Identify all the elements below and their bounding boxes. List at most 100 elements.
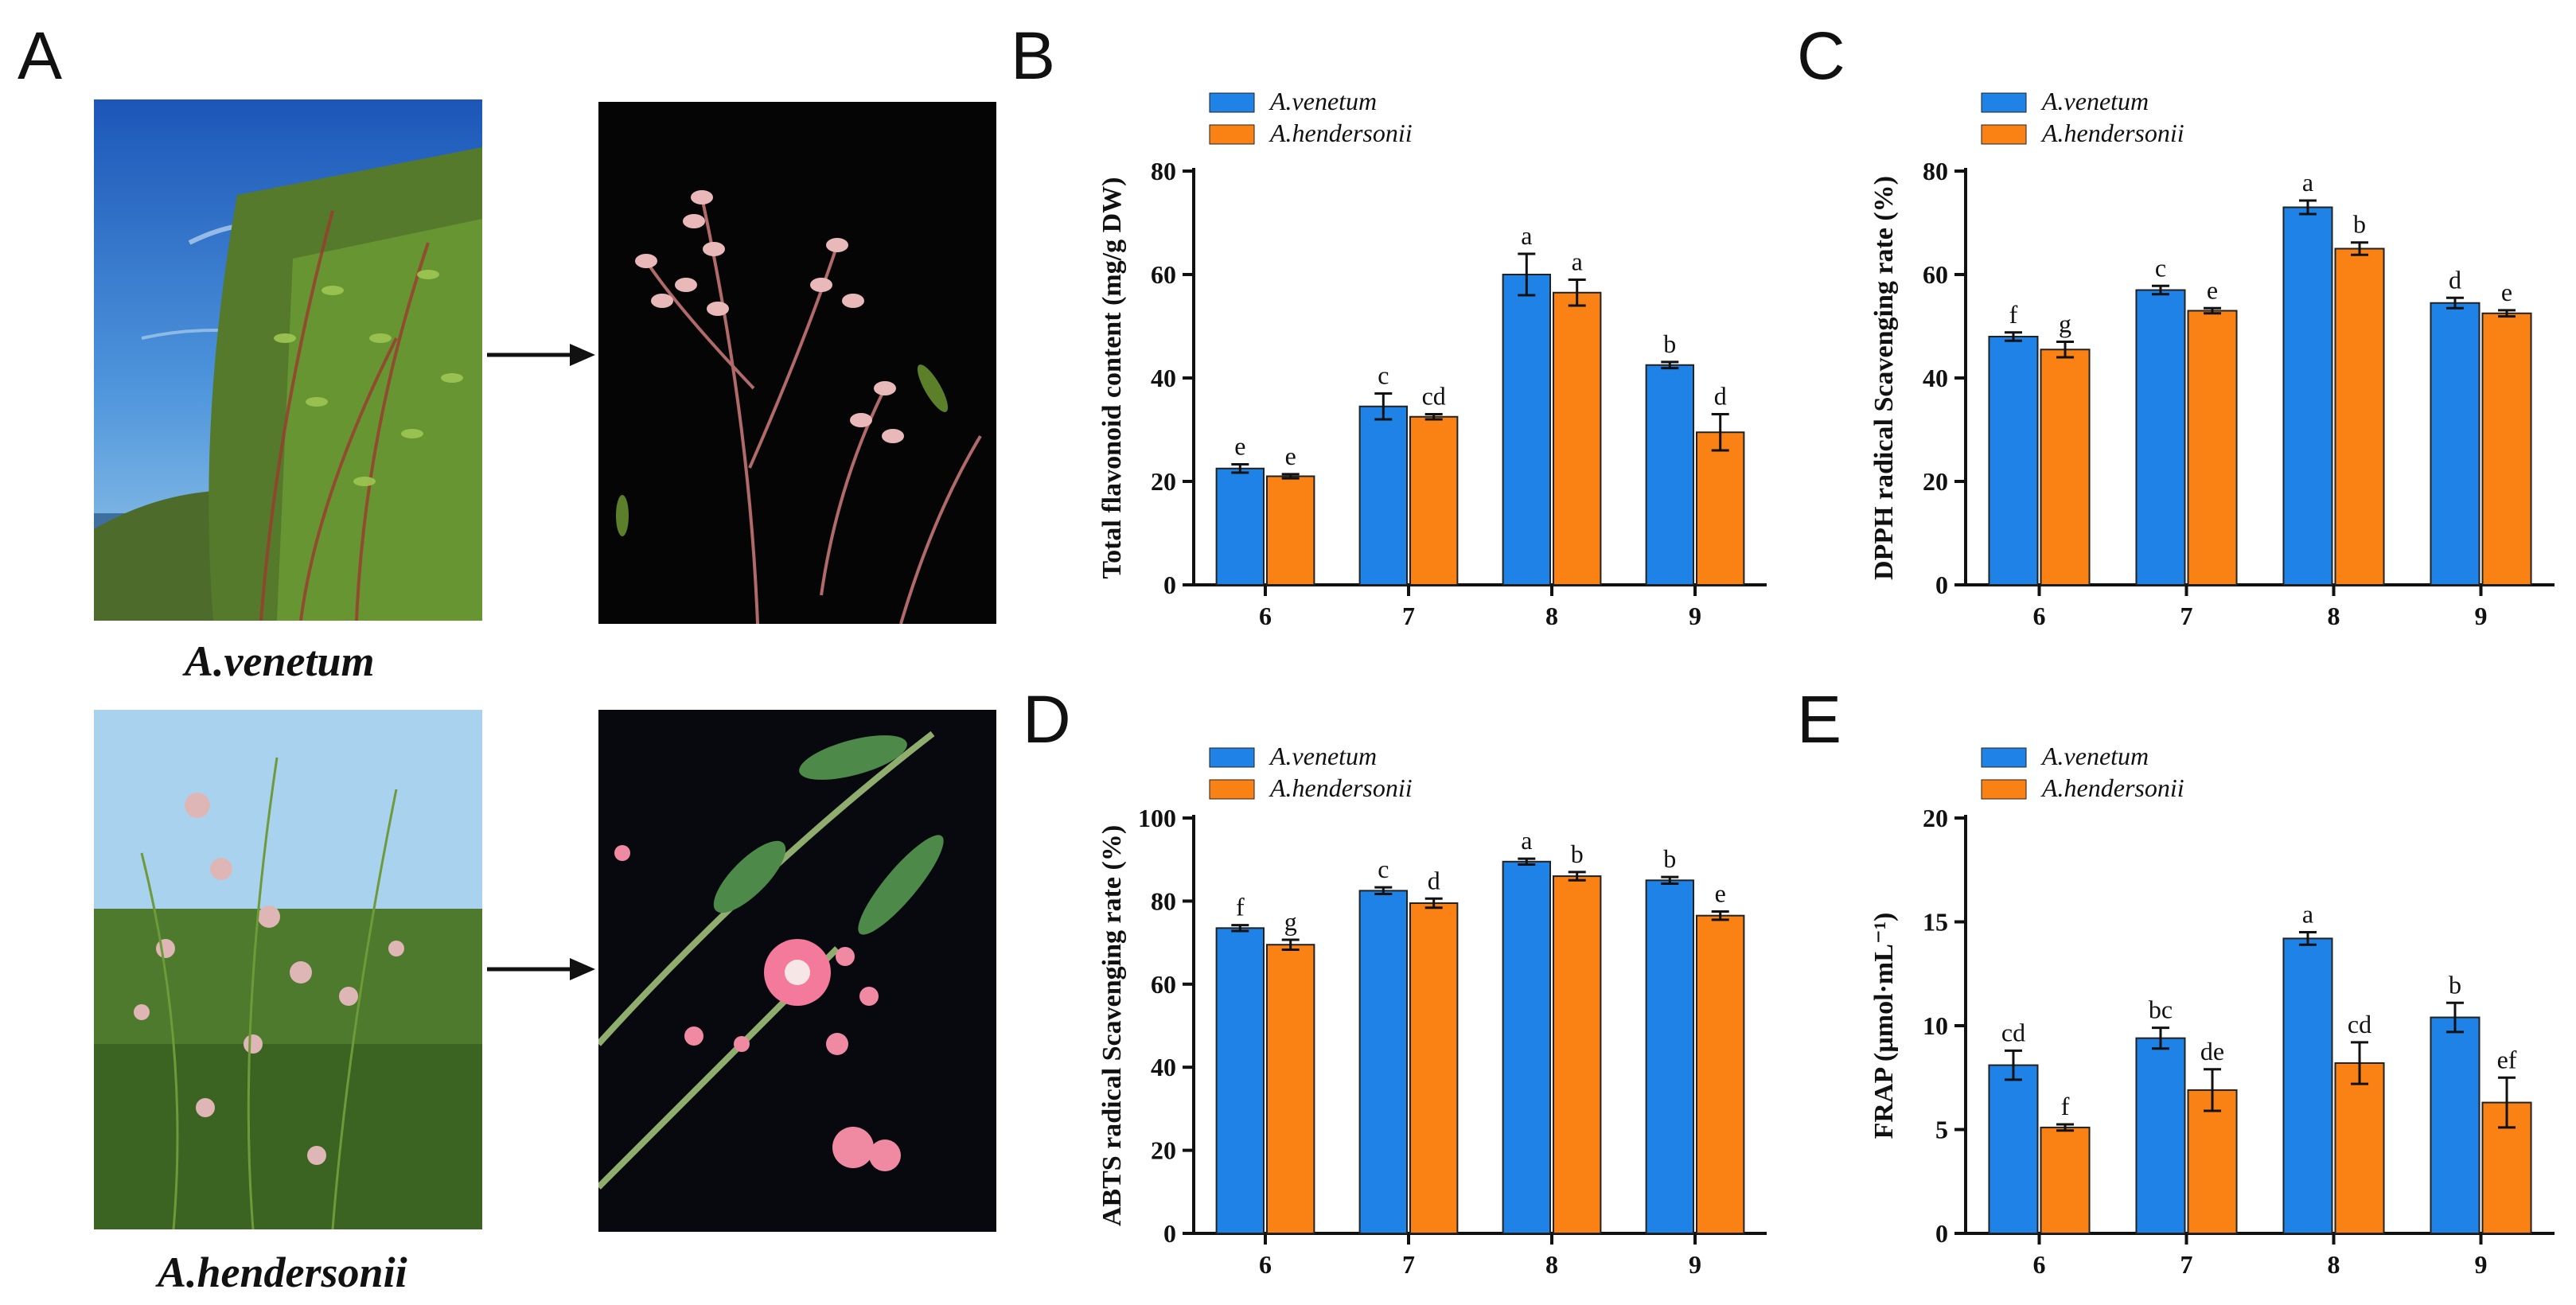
- x-tick-label: 6: [2033, 602, 2046, 630]
- y-tick-label: 20: [1151, 1136, 1176, 1165]
- significance-label: ef: [2497, 1045, 2517, 1073]
- bar: [2430, 302, 2481, 586]
- x-tick-label: 7: [1402, 602, 1415, 630]
- chart-total-flavonoid: A.venetum A.hendersonii 0 20 40 60 80 Total fla…: [1097, 87, 1767, 630]
- significance-label: c: [2155, 253, 2166, 282]
- significance-label: cd: [1422, 382, 1446, 411]
- legend-swatch: [1981, 124, 2027, 145]
- bar: [1358, 890, 1409, 1234]
- significance-label: e: [2501, 278, 2512, 306]
- x-tick-label: 9: [1689, 1250, 1701, 1279]
- y-tick-label: 60: [1923, 260, 1948, 289]
- significance-label: e: [1715, 878, 1726, 907]
- significance-label: bc: [2149, 995, 2173, 1024]
- bar: [1502, 274, 1551, 586]
- y-tick-label: 0: [1935, 571, 1948, 599]
- legend-swatch: [1209, 124, 1255, 145]
- y-tick-label: 0: [1163, 1219, 1176, 1248]
- y-tick-label: 20: [1151, 467, 1176, 496]
- photo-venetum-landscape: [94, 99, 482, 621]
- legend-label: A.hendersonii: [1269, 773, 1413, 802]
- y-tick-label: 10: [1923, 1011, 1948, 1040]
- x-tick-label: 7: [2180, 602, 2193, 630]
- significance-label: g: [2059, 310, 2071, 338]
- legend-label: A.venetum: [2040, 87, 2149, 115]
- venetum-landscape-illustration: [94, 99, 482, 621]
- significance-label: de: [2200, 1037, 2224, 1065]
- bar: [1988, 336, 2039, 586]
- x-tick-label: 7: [2180, 1250, 2193, 1279]
- significance-label: b: [1663, 844, 1676, 873]
- significance-label: a: [2302, 900, 2313, 929]
- legend-swatch: [1209, 779, 1255, 800]
- bar: [1215, 467, 1265, 586]
- legend-swatch: [1981, 92, 2027, 113]
- x-tick-label: 7: [1402, 1250, 1415, 1279]
- y-axis-title: DPPH radical Scavenging rate (%): [1869, 176, 1899, 580]
- bar: [1409, 902, 1459, 1234]
- y-tick-label: 60: [1151, 260, 1176, 289]
- significance-label: cd: [2348, 1010, 2371, 1038]
- legend-label: A.hendersonii: [2040, 119, 2184, 147]
- significance-label: d: [1428, 866, 1440, 894]
- bar: [1266, 944, 1315, 1234]
- y-tick-label: 20: [1923, 467, 1948, 496]
- y-tick-label: 100: [1138, 804, 1176, 832]
- y-tick-label: 20: [1923, 804, 1948, 832]
- y-tick-label: 40: [1151, 1053, 1176, 1081]
- panel-label-b: B: [1011, 18, 1056, 93]
- panel-label-c: C: [1797, 18, 1845, 93]
- significance-label: c: [1378, 855, 1389, 883]
- significance-label: a: [1572, 247, 1583, 276]
- x-tick-label: 6: [1259, 602, 1272, 630]
- significance-label: cd: [2001, 1018, 2025, 1046]
- legend-label: A.venetum: [1269, 87, 1377, 115]
- y-tick-label: 40: [1923, 364, 1948, 392]
- y-tick-label: 0: [1163, 571, 1176, 599]
- bar: [2040, 1126, 2091, 1235]
- bar: [2334, 247, 2385, 586]
- y-tick-label: 40: [1151, 364, 1176, 392]
- panel-label-e: E: [1797, 682, 1842, 757]
- significance-label: e: [1234, 432, 1245, 461]
- y-tick-label: 0: [1935, 1219, 1948, 1248]
- y-tick-label: 80: [1923, 157, 1948, 185]
- bar: [1696, 431, 1745, 586]
- bar: [1502, 860, 1551, 1234]
- x-tick-label: 8: [1545, 602, 1558, 630]
- y-axis-title: FRAP (µmol·mL⁻¹): [1869, 913, 1899, 1139]
- significance-label: b: [1571, 839, 1584, 868]
- y-tick-label: 80: [1151, 157, 1176, 185]
- bar: [1409, 415, 1459, 586]
- bar: [2282, 206, 2333, 586]
- bar: [1988, 1064, 2039, 1234]
- significance-label: a: [2302, 168, 2313, 197]
- y-axis-title: ABTS radical Scavenging rate (%): [1097, 825, 1127, 1226]
- bar: [2282, 937, 2333, 1234]
- x-tick-label: 9: [2475, 602, 2488, 630]
- venetum-flower-illustration: [598, 102, 996, 624]
- y-tick-label: 5: [1935, 1116, 1948, 1144]
- significance-label: g: [1284, 907, 1297, 936]
- photo-venetum-flowers: [598, 102, 996, 624]
- x-tick-label: 8: [1545, 1250, 1558, 1279]
- chart-frap: A.venetum A.hendersonii 0 5 10 15 20 FRAP (µmol…: [1869, 742, 2555, 1279]
- legend-swatch: [1981, 747, 2027, 768]
- legend-swatch: [1209, 747, 1255, 768]
- chart-dpph-scavenging: A.venetum A.hendersonii 0 20 40 60 80 DPPH radi…: [1869, 87, 2555, 630]
- bar: [2187, 1089, 2238, 1234]
- bar: [1215, 927, 1265, 1235]
- x-tick-label: 9: [2475, 1250, 2488, 1279]
- y-tick-label: 80: [1151, 886, 1176, 915]
- legend-label: A.venetum: [2040, 742, 2149, 770]
- bar: [2187, 310, 2238, 586]
- bar: [1358, 405, 1409, 586]
- caption-venetum: A.venetum: [185, 637, 375, 685]
- significance-label: a: [1521, 221, 1532, 250]
- x-tick-label: 8: [2328, 1250, 2340, 1279]
- bar: [1645, 879, 1694, 1235]
- bar: [1553, 291, 1602, 586]
- significance-label: c: [1378, 361, 1389, 390]
- legend-label: A.venetum: [1269, 742, 1377, 770]
- x-tick-label: 8: [2328, 602, 2340, 630]
